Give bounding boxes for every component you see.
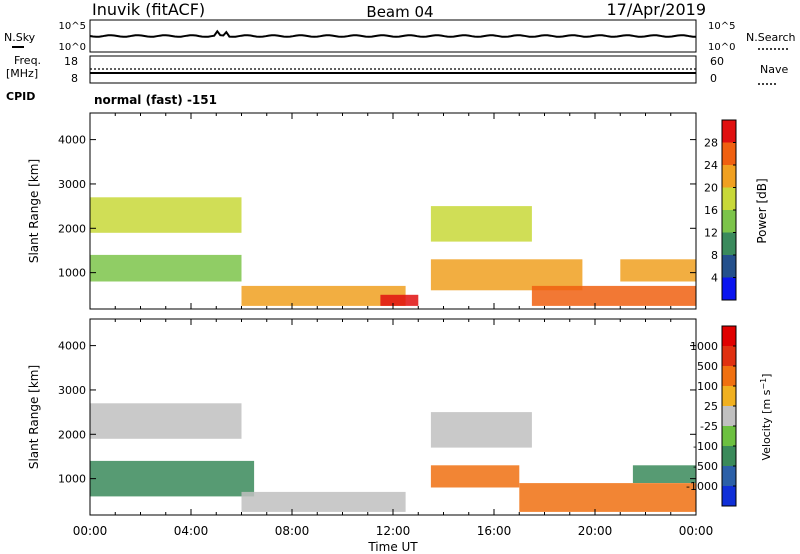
time-tick-label: 08:00 <box>275 524 310 538</box>
colorbar-segment <box>722 210 736 233</box>
cpid-value: normal (fast) -151 <box>94 93 217 107</box>
freq-tick-top: 18 <box>64 55 78 68</box>
colorbar-tick-label: 12 <box>704 227 718 240</box>
colorbar-segment <box>722 386 736 406</box>
nsky-trace <box>89 29 697 38</box>
colorbar-tick-label: -25 <box>700 420 718 433</box>
echo-region-5 <box>430 259 583 291</box>
colorbar-tick-label: 16 <box>704 204 718 217</box>
velocity-colorbar: 1000 500 100 25 -25 -100 -500 -1000 <box>686 325 737 507</box>
power-panel: 1000 2000 3000 4000 Slant Range [km] 4 8 12 16… <box>27 112 769 310</box>
colorbar-segment <box>722 486 736 506</box>
colorbar-tick-label: 100 <box>697 380 718 393</box>
colorbar-segment <box>722 120 736 143</box>
colorbar-segment <box>722 232 736 255</box>
power-axes: 1000 2000 3000 4000 <box>58 113 697 309</box>
echo-region-5 <box>519 483 697 512</box>
power-heatmap <box>90 197 697 306</box>
colorbar-segment <box>722 466 736 486</box>
y-tick-label: 3000 <box>58 178 86 191</box>
y-tick-label: 1000 <box>58 267 86 280</box>
colorbar-segment <box>722 255 736 278</box>
colorbar-segment <box>722 406 736 426</box>
time-tick-label: 00:00 <box>73 524 108 538</box>
power-cbar-label: Power [dB] <box>755 178 769 243</box>
y-tick-label: 2000 <box>58 428 86 441</box>
colorbar-tick-label: -1000 <box>686 480 718 493</box>
velocity-cbar-label: Velocity [m s−1] <box>759 374 773 461</box>
colorbar-segment <box>722 346 736 366</box>
colorbar-segment <box>722 326 736 346</box>
freq-tick-bottom: 8 <box>71 72 78 85</box>
echo-region-7 <box>620 259 697 282</box>
velocity-axes: 1000 2000 3000 4000 <box>58 319 697 515</box>
power-colorbar: 4 8 12 16 20 24 28 <box>704 119 737 301</box>
echo-region-0 <box>90 197 242 233</box>
colorbar-segment <box>722 366 736 386</box>
colorbar-segment <box>722 187 736 210</box>
y-tick-label: 1000 <box>58 473 86 486</box>
colorbar-tick-label: 28 <box>704 137 718 150</box>
colorbar-tick-label: 25 <box>704 400 718 413</box>
echo-region-1 <box>90 254 242 282</box>
colorbar-segment <box>722 165 736 188</box>
colorbar-tick-label: 24 <box>704 159 718 172</box>
time-axis: 00:00 04:00 08:00 12:00 16:00 20:00 00:00 <box>73 524 714 538</box>
time-tick-label: 04:00 <box>174 524 209 538</box>
y-tick-label: 4000 <box>58 134 86 147</box>
echo-region-0 <box>90 403 242 439</box>
echo-region-2 <box>241 285 406 306</box>
colorbar-tick-label: -100 <box>693 440 718 453</box>
colorbar-segment <box>722 446 736 466</box>
nsky-tick-bottom: 10^0 <box>59 42 86 53</box>
colorbar-tick-label: 1000 <box>690 340 718 353</box>
time-tick-label: 20:00 <box>578 524 613 538</box>
colorbar-tick-label: -500 <box>693 460 718 473</box>
nave-label: Nave <box>760 63 788 76</box>
velocity-ylabel: Slant Range [km] <box>27 365 41 469</box>
nsearch-label: N.Search <box>746 31 796 44</box>
time-tick-label: 00:00 <box>679 524 714 538</box>
y-tick-label: 4000 <box>58 340 86 353</box>
time-axis-label: Time UT <box>367 540 418 554</box>
nsky-tick-top: 10^5 <box>59 21 86 32</box>
time-tick-label: 16:00 <box>477 524 512 538</box>
echo-region-6 <box>632 465 696 483</box>
nsky-panel: N.Sky 10^5 10^0 10^5 10^0 N.Search <box>4 19 796 53</box>
date-label: 17/Apr/2019 <box>606 0 706 19</box>
station-title: Inuvik (fitACF) <box>92 0 205 19</box>
echo-region-4 <box>430 206 532 242</box>
colorbar-tick-label: 20 <box>704 182 718 195</box>
nsearch-tick-bottom: 10^0 <box>708 42 735 53</box>
freq-panel: Freq. [MHz] 18 8 60 0 Nave <box>6 54 788 85</box>
y-tick-label: 3000 <box>58 384 86 397</box>
colorbar-tick-label: 500 <box>697 360 718 373</box>
time-tick-label: 12:00 <box>376 524 411 538</box>
echo-region-3 <box>430 412 532 448</box>
echo-region-1 <box>90 460 255 497</box>
echo-region-2 <box>241 491 406 512</box>
colorbar-segment <box>722 142 736 165</box>
colorbar-tick-label: 8 <box>711 249 718 262</box>
echo-region-4 <box>430 465 520 488</box>
freq-label: Freq. <box>14 54 41 67</box>
colorbar-segment <box>722 277 736 300</box>
colorbar-tick-label: 4 <box>711 272 718 285</box>
y-tick-label: 2000 <box>58 222 86 235</box>
colorbar-segment <box>722 426 736 446</box>
colorbar-frame <box>721 325 737 507</box>
nave-tick-bottom: 0 <box>710 72 717 85</box>
echo-region-3 <box>380 294 419 306</box>
power-ylabel: Slant Range [km] <box>27 159 41 263</box>
freq-unit: [MHz] <box>6 67 38 80</box>
cpid-label: CPID <box>6 90 35 103</box>
echo-region-6 <box>531 285 696 306</box>
velocity-heatmap <box>90 403 697 512</box>
beam-label: Beam 04 <box>366 3 433 21</box>
nave-tick-top: 60 <box>710 55 724 68</box>
nsearch-tick-top: 10^5 <box>708 21 735 32</box>
velocity-panel: 1000 2000 3000 4000 Slant Range [km] 1000 50… <box>27 318 773 516</box>
nsky-label: N.Sky <box>4 31 36 44</box>
